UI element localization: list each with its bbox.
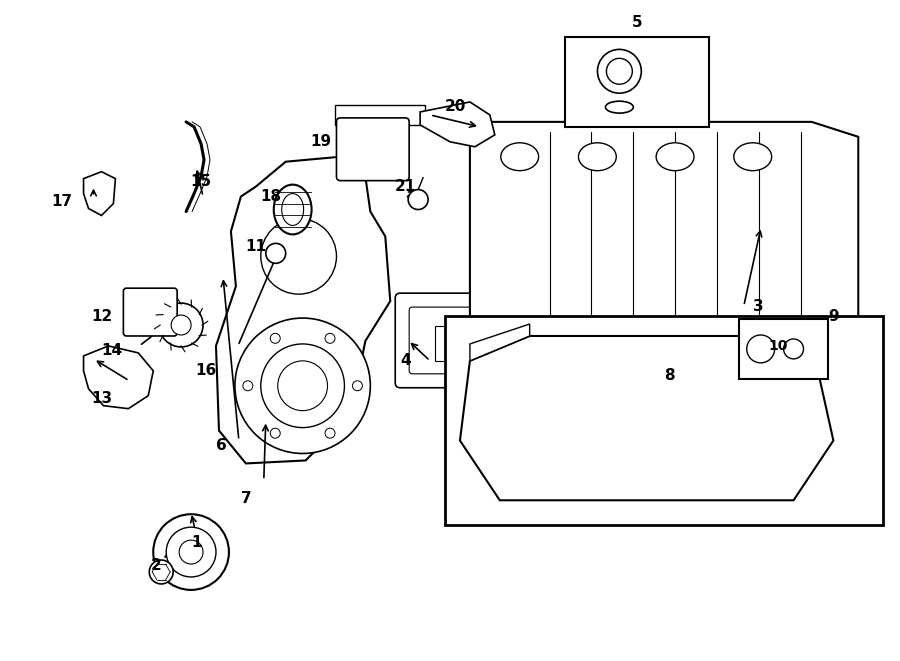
Circle shape <box>149 560 173 584</box>
Circle shape <box>235 318 370 453</box>
Circle shape <box>598 50 642 93</box>
Bar <box>435 326 485 361</box>
Text: 4: 4 <box>400 354 410 368</box>
Bar <box>336 105 425 125</box>
Bar <box>564 37 709 127</box>
Text: 12: 12 <box>91 309 112 324</box>
Text: 8: 8 <box>664 368 674 383</box>
Text: 18: 18 <box>260 189 282 204</box>
Text: 3: 3 <box>753 299 764 313</box>
Text: 17: 17 <box>51 194 72 209</box>
Ellipse shape <box>274 184 311 235</box>
Text: 11: 11 <box>246 239 266 254</box>
Circle shape <box>270 333 280 343</box>
Text: 14: 14 <box>101 344 122 358</box>
Circle shape <box>747 335 775 363</box>
Text: 15: 15 <box>191 174 211 189</box>
Text: 16: 16 <box>195 364 217 378</box>
Polygon shape <box>470 324 530 361</box>
Text: 9: 9 <box>828 309 839 324</box>
Text: 21: 21 <box>394 179 416 194</box>
Text: 7: 7 <box>240 490 251 506</box>
Circle shape <box>243 381 253 391</box>
Text: 2: 2 <box>151 557 162 572</box>
FancyBboxPatch shape <box>410 307 789 374</box>
Polygon shape <box>216 157 391 463</box>
Ellipse shape <box>579 143 617 171</box>
Circle shape <box>325 428 335 438</box>
Circle shape <box>353 381 363 391</box>
Circle shape <box>159 303 203 347</box>
Polygon shape <box>84 346 153 408</box>
Circle shape <box>270 428 280 438</box>
Text: 19: 19 <box>310 134 331 149</box>
Ellipse shape <box>500 143 538 171</box>
FancyBboxPatch shape <box>123 288 177 336</box>
Ellipse shape <box>282 194 303 225</box>
Circle shape <box>278 361 328 410</box>
Circle shape <box>261 219 337 294</box>
Polygon shape <box>460 336 833 500</box>
Circle shape <box>179 540 203 564</box>
Circle shape <box>409 190 428 210</box>
Text: 6: 6 <box>216 438 226 453</box>
Circle shape <box>325 333 335 343</box>
Bar <box>649 323 719 365</box>
Polygon shape <box>470 122 859 356</box>
Ellipse shape <box>734 143 771 171</box>
Polygon shape <box>84 172 115 215</box>
Text: 1: 1 <box>191 535 202 549</box>
Text: 10: 10 <box>769 339 788 353</box>
Circle shape <box>261 344 345 428</box>
Circle shape <box>171 315 191 335</box>
Circle shape <box>266 243 285 263</box>
FancyBboxPatch shape <box>395 293 804 388</box>
Bar <box>739 319 828 379</box>
FancyBboxPatch shape <box>337 118 410 180</box>
Text: 5: 5 <box>632 15 642 30</box>
Ellipse shape <box>606 101 634 113</box>
Bar <box>445 316 883 525</box>
Circle shape <box>166 527 216 577</box>
Text: 20: 20 <box>445 99 465 114</box>
Ellipse shape <box>656 143 694 171</box>
Polygon shape <box>420 102 495 147</box>
Text: 13: 13 <box>91 391 112 407</box>
Circle shape <box>607 58 633 84</box>
Circle shape <box>784 339 804 359</box>
Circle shape <box>153 514 229 590</box>
